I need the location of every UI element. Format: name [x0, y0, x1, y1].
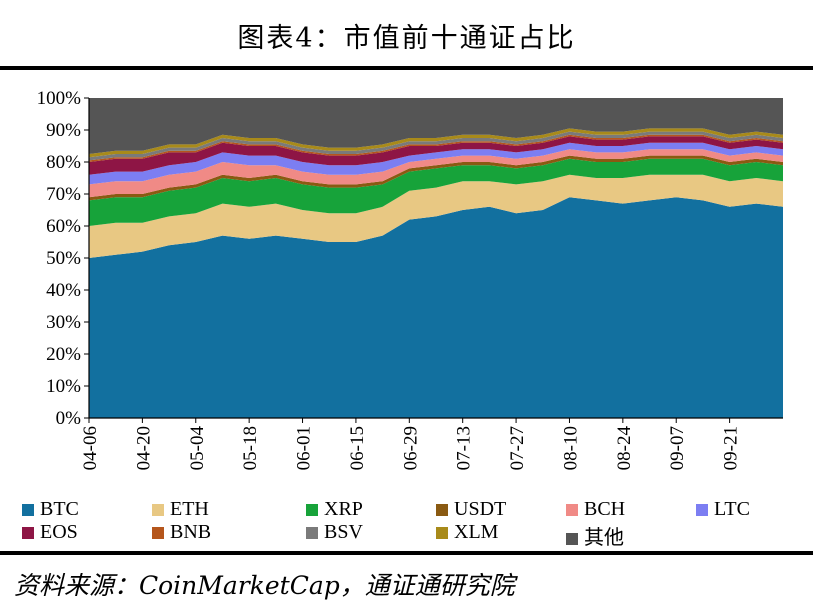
area-series-USDT	[89, 155, 783, 201]
legend-item-LTC: LTC	[696, 498, 750, 521]
area-series-XLM	[89, 128, 783, 158]
legend-swatch	[22, 527, 34, 539]
legend-label: XRP	[324, 498, 363, 520]
legend-swatch	[22, 504, 34, 516]
legend-swatch	[306, 527, 318, 539]
x-tick-label: 08-10	[560, 426, 581, 470]
x-tick-label: 05-18	[240, 426, 261, 470]
legend-item-BNB: BNB	[152, 521, 211, 544]
x-tick-label: 07-27	[507, 426, 528, 470]
area-series-LTC	[89, 142, 783, 185]
legend-label: 其他	[584, 527, 624, 549]
legend-label: ETH	[170, 498, 209, 520]
source-note: 资料来源：CoinMarketCap，通证通研究院	[14, 571, 515, 600]
x-tick-label: 04-06	[80, 426, 101, 470]
area-series-BCH	[89, 149, 783, 198]
legend-item-BTC: BTC	[22, 498, 79, 521]
bottom-rule	[0, 551, 813, 555]
legend-label: BSV	[324, 521, 363, 543]
y-tick-label: 80%	[46, 152, 81, 173]
y-tick-label: 50%	[46, 248, 81, 269]
legend-item-XRP: XRP	[306, 498, 363, 521]
area-series-BTC	[89, 197, 783, 418]
y-tick-label: 70%	[46, 184, 81, 205]
legend-item-BCH: BCH	[566, 498, 625, 521]
x-tick-label: 08-24	[614, 426, 635, 471]
y-tick-label: 40%	[46, 280, 81, 301]
area-series-BNB	[89, 134, 783, 162]
legend-swatch	[436, 527, 448, 539]
y-tick-label: 20%	[46, 344, 81, 365]
x-tick-label: 06-01	[294, 426, 315, 470]
area-series-其他	[89, 98, 783, 154]
area-series-XRP	[89, 158, 783, 226]
legend-label: USDT	[454, 498, 507, 520]
stacked-area-chart: 0%10%20%30%40%50%60%70%80%90%100% 04-06 0…	[37, 88, 783, 471]
legend-label: BCH	[584, 498, 626, 520]
legend-item-EOS: EOS	[22, 521, 78, 544]
legend-swatch	[152, 527, 164, 539]
y-tick-label: 100%	[37, 88, 82, 109]
legend-swatch	[566, 533, 578, 545]
legend-label: BTC	[40, 498, 79, 520]
legend-item-ETH: ETH	[152, 498, 209, 521]
y-tick-label: 30%	[46, 312, 81, 333]
area-series-BSV	[89, 131, 783, 161]
legend-swatch	[152, 504, 164, 516]
legend-label: LTC	[714, 498, 750, 520]
y-axis: 0% 10% 20% 30% 40% 50% 60% 70% 80% 90% 100%	[37, 88, 90, 429]
legend-label: XLM	[454, 521, 499, 543]
legend-swatch	[306, 504, 318, 516]
x-tick-label: 04-20	[133, 426, 154, 470]
y-tick-label: 10%	[46, 376, 81, 397]
area-layers	[89, 98, 783, 418]
x-axis: 04-06 04-20 05-04 05-18 06-01 06-15 06-29 07-13…	[80, 417, 783, 471]
y-tick-label: 90%	[46, 120, 81, 141]
legend-item-USDT: USDT	[436, 498, 506, 521]
x-tick-label: 07-13	[454, 426, 475, 470]
y-tick-label: 0%	[56, 408, 82, 429]
legend-label: BNB	[170, 521, 212, 543]
legend-item-其他: 其他	[566, 521, 624, 550]
area-series-ETH	[89, 174, 783, 258]
x-tick-label: 09-21	[721, 426, 742, 470]
legend-item-BSV: BSV	[306, 521, 363, 544]
legend-swatch	[696, 504, 708, 516]
chart-title: 图表4：市值前十通证占比	[237, 23, 576, 54]
legend-item-XLM: XLM	[436, 521, 498, 544]
top-rule	[0, 66, 813, 70]
y-tick-label: 60%	[46, 216, 81, 237]
legend-swatch	[566, 504, 578, 516]
x-tick-label: 05-04	[187, 426, 208, 471]
x-tick-label: 06-15	[347, 426, 368, 470]
legend-swatch	[436, 504, 448, 516]
legend-label: EOS	[40, 521, 78, 543]
x-tick-label: 06-29	[400, 426, 421, 470]
x-tick-label: 09-07	[667, 426, 688, 470]
